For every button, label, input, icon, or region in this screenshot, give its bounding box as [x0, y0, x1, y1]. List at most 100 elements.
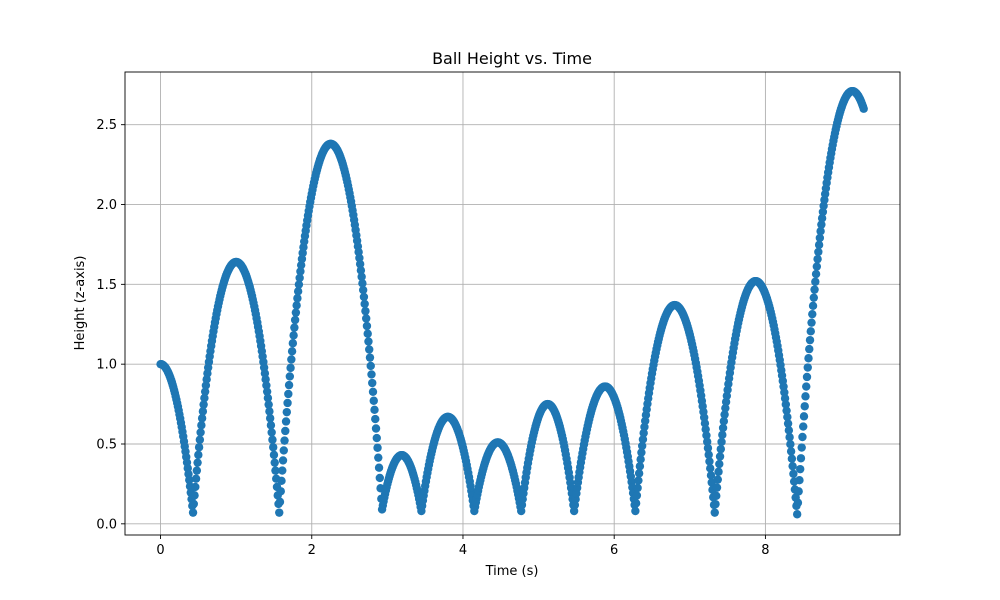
data-point [783, 412, 792, 422]
data-point [369, 396, 378, 405]
y-tick-label: 0.0 [96, 517, 117, 532]
y-tick-label: 2.0 [96, 198, 117, 213]
data-point [263, 393, 273, 403]
data-point [375, 473, 384, 483]
data-point [363, 329, 372, 338]
data-point [195, 435, 205, 444]
data-point [808, 301, 818, 311]
data-point [368, 378, 377, 388]
data-point [367, 370, 376, 379]
data-point [635, 462, 645, 471]
data-point [859, 104, 868, 113]
data-point [714, 467, 723, 476]
data-point [356, 266, 366, 275]
data-point [721, 403, 730, 413]
data-point [809, 293, 818, 302]
x-tick-label: 0 [156, 543, 164, 558]
data-point [368, 387, 378, 396]
data-point [287, 347, 297, 356]
data-point [701, 425, 710, 434]
data-point [782, 406, 791, 415]
data-point [286, 363, 295, 373]
data-point [355, 259, 365, 269]
data-point [282, 407, 291, 417]
data-point [710, 508, 719, 517]
data-point [796, 454, 806, 463]
data-point [284, 389, 293, 399]
data-point [371, 424, 381, 433]
data-point [293, 287, 303, 296]
data-point [716, 444, 725, 454]
data-point [192, 466, 202, 475]
data-point [639, 428, 648, 438]
data-point [633, 483, 642, 493]
data-point [810, 285, 819, 294]
data-point [262, 381, 271, 390]
data-point [637, 448, 646, 457]
data-point [788, 461, 797, 471]
data-point [267, 428, 276, 437]
data-point [781, 400, 791, 409]
data-point [789, 469, 798, 478]
data-point [808, 309, 817, 319]
data-point [711, 499, 720, 509]
data-point [201, 381, 211, 390]
data-point [374, 463, 384, 472]
data-point [278, 456, 288, 465]
data-point [817, 213, 827, 223]
y-tick-label: 0.5 [96, 437, 117, 452]
data-point [200, 387, 210, 396]
data-point [712, 491, 721, 501]
data-point [194, 443, 204, 452]
data-point [814, 240, 824, 250]
data-point [268, 435, 277, 444]
data-point [704, 450, 713, 459]
data-point [805, 335, 815, 345]
data-point [721, 397, 731, 407]
data-point [358, 285, 368, 295]
data-point [812, 262, 822, 271]
data-point [285, 372, 295, 381]
data-point [364, 337, 373, 346]
data-point [293, 294, 302, 303]
data-point [261, 375, 270, 384]
data-point [265, 414, 275, 423]
data-point [373, 443, 382, 452]
data-point [720, 410, 729, 419]
data-point [706, 471, 716, 480]
data-point [289, 331, 298, 340]
x-tick-label: 6 [610, 543, 618, 558]
data-point [196, 428, 205, 437]
data-point [634, 469, 644, 478]
data-point [357, 272, 366, 281]
y-tick-label: 1.0 [96, 358, 117, 373]
data-point [813, 254, 822, 264]
data-point [634, 476, 643, 485]
data-point [365, 353, 375, 362]
data-point [718, 423, 728, 433]
data-point [188, 508, 198, 517]
data-point [793, 498, 803, 507]
data-point [275, 508, 284, 517]
data-point [802, 382, 811, 391]
data-point [362, 321, 372, 331]
x-tick-label: 2 [308, 543, 316, 558]
data-point [815, 233, 825, 243]
data-point [818, 207, 828, 217]
data-point [719, 416, 729, 426]
data-point [800, 402, 809, 411]
data-point [265, 407, 274, 416]
data-point [266, 421, 276, 430]
data-point [287, 355, 296, 364]
data-point [290, 315, 300, 325]
data-point [372, 433, 381, 443]
data-point [280, 436, 289, 445]
data-point [288, 339, 298, 348]
data-point [193, 458, 202, 467]
data-point [277, 476, 286, 486]
data-point [712, 483, 722, 492]
data-point [811, 277, 820, 286]
data-point [371, 414, 380, 424]
data-point [360, 299, 369, 309]
